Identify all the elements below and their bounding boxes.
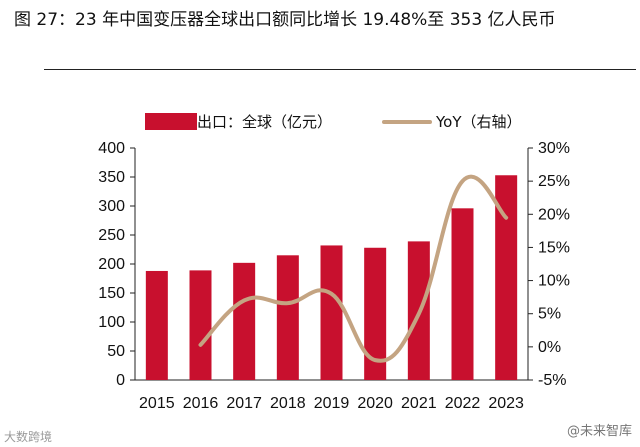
right-tick-label: 20% (538, 206, 570, 223)
yoy-line-path (198, 174, 509, 363)
x-tick-label: 2023 (488, 395, 524, 412)
x-tick-label: 2016 (183, 395, 219, 412)
title-divider (44, 69, 636, 70)
x-tick-label: 2015 (139, 395, 175, 412)
left-tick-label: 200 (98, 256, 125, 273)
right-tick-label: -5% (538, 372, 566, 389)
left-tick-label: 0 (116, 372, 125, 389)
legend-label-yoy: YoY（右轴） (435, 113, 522, 131)
bar-2016 (189, 270, 212, 380)
left-tick-label: 400 (98, 140, 125, 157)
right-tick-label: 0% (538, 339, 561, 356)
right-tick-label: 30% (538, 140, 570, 157)
watermark-left: 大数跨境 (4, 430, 53, 444)
x-tick-label: 2020 (357, 395, 393, 412)
bar-2017 (233, 262, 256, 380)
right-tick-label: 5% (538, 306, 561, 323)
legend: 出口：全球（亿元） YoY（右轴） (145, 113, 522, 131)
left-tick-label: 250 (98, 227, 125, 244)
left-tick-label: 300 (98, 198, 125, 215)
left-tick-label: 50 (107, 343, 125, 360)
bar-2018 (276, 255, 299, 380)
legend-label-export: 出口：全球（亿元） (197, 113, 332, 131)
x-tick-label: 2022 (445, 395, 481, 412)
left-tick-label: 150 (98, 285, 125, 302)
watermark-right: @未来智库 (566, 424, 632, 439)
bar-2020 (364, 247, 387, 380)
right-tick-label: 25% (538, 173, 570, 190)
x-tick-label: 2017 (226, 395, 262, 412)
left-tick-label: 100 (98, 314, 125, 331)
bars (145, 175, 518, 380)
x-tick-label: 2018 (270, 395, 306, 412)
right-tick-label: 10% (538, 273, 570, 290)
bar-2019 (320, 245, 343, 380)
figure-title: 图 27：23 年中国变压器全球出口额同比增长 19.48%至 353 亿人民币 (14, 10, 556, 30)
x-tick-label: 2019 (314, 395, 350, 412)
legend-swatch-export (145, 113, 197, 130)
x-tick-label: 2021 (401, 395, 437, 412)
right-tick-label: 15% (538, 239, 570, 256)
left-tick-label: 350 (98, 169, 125, 186)
bar-2022 (451, 208, 474, 380)
yoy-line (198, 174, 509, 363)
bar-2015 (145, 270, 168, 380)
bar-2023 (495, 175, 518, 380)
